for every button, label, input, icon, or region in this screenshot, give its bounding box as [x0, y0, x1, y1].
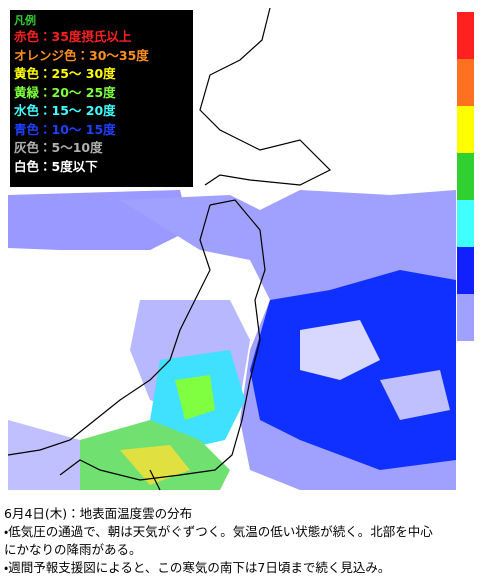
legend-title: 凡例: [14, 14, 36, 27]
caption: 6月4日(木)：地表面温度雲の分布 ・低気圧の通過で、朝は天気がぐずつく。気温の…: [4, 505, 480, 577]
caption-line: にかなりの降雨がある。: [4, 542, 142, 557]
caption-line: ・週間予報支援図によると、この寒気の南下は7日頃まで続く見込み。: [4, 560, 391, 575]
legend-item: 水色：15～ 20度: [14, 103, 116, 118]
legend: 凡例 赤色：35度摂氏以上オレンジ色：30～35度 黄色：25～ 30度 黄緑：20…: [10, 10, 193, 187]
legend-item: 灰色：5～10度: [14, 140, 103, 155]
legend-item: 赤色：35度摂氏以上: [14, 29, 132, 44]
coastline: [7, 7, 332, 491]
cloud-areas: [8, 190, 456, 490]
legend-item: 青色：10～ 15度: [14, 121, 116, 137]
legend-item: 白色：5度以下: [14, 158, 98, 174]
legend-item: 黄緑：20～ 25度: [14, 84, 116, 100]
legend-item: オレンジ色：30～35度: [14, 47, 149, 63]
caption-line: ・低気圧の通過で、朝は天気がぐずつく。気温の低い状態が続く。北部を中心: [4, 524, 433, 539]
legend-item: 黄色：25～ 30度: [14, 66, 116, 81]
caption-title: 6月4日(木)：地表面温度雲の分布: [4, 506, 193, 521]
weather-map: [7, 7, 474, 491]
color-bar: [457, 12, 474, 341]
